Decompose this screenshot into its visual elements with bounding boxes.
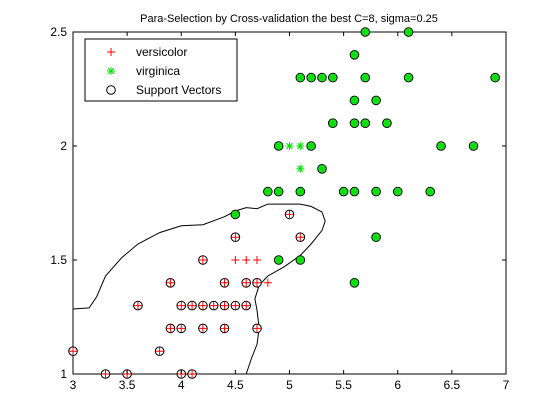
virginica-point [296, 73, 305, 82]
virginica-point [372, 233, 381, 242]
versicolor-point [231, 301, 240, 310]
versicolor-point [220, 278, 229, 287]
legend-marker-versicolor [107, 48, 115, 56]
virginica-point [372, 96, 381, 105]
y-tick-label: 1 [60, 367, 67, 381]
x-tick-label: 5 [286, 378, 293, 392]
versicolor-point [69, 347, 77, 356]
versicolor-point [242, 278, 251, 287]
versicolor-point [198, 256, 207, 264]
legend-marker-support-vectors [106, 85, 116, 95]
versicolor-point [166, 278, 175, 287]
x-tick-label: 7 [503, 378, 510, 392]
versicolor-point [253, 256, 262, 264]
virginica-point [350, 278, 359, 287]
legend-marker-virginica [107, 67, 115, 75]
virginica-point [274, 142, 283, 150]
virginica-point [491, 73, 500, 82]
legend-virginica-glyph [107, 67, 115, 75]
legend: versicolor virginica Support Vectors [84, 38, 238, 102]
virginica-point [263, 187, 272, 196]
virginica-point [350, 96, 359, 105]
virginica-point [274, 187, 283, 196]
virginica-point [350, 119, 359, 128]
virginica-point [231, 210, 240, 219]
virginica-point [296, 187, 305, 196]
versicolor-point [188, 370, 197, 378]
virginica-point [426, 187, 435, 196]
versicolor-point [155, 347, 164, 356]
versicolor-point [220, 324, 229, 333]
versicolor-point [177, 301, 186, 310]
virginica-point [296, 142, 305, 150]
versicolor-point [285, 210, 294, 219]
virginica-point [307, 142, 316, 150]
versicolor-point [166, 324, 175, 333]
versicolor-point [231, 233, 240, 242]
decision-boundary [72, 203, 326, 375]
virginica-point [317, 164, 326, 173]
versicolor-point [133, 301, 142, 310]
virginica-point [350, 50, 359, 59]
versicolor-point [101, 370, 110, 378]
chart-title: Para-Selection by Cross-validation the b… [140, 13, 438, 25]
versicolor-point [296, 233, 305, 242]
y-tick-label: 2 [60, 139, 67, 153]
virginica-point [404, 73, 413, 82]
versicolor-point [263, 278, 272, 287]
x-tick-label: 5.5 [335, 378, 352, 392]
x-tick-label: 6 [394, 378, 401, 392]
versicolor-point [253, 278, 262, 287]
virginica-point [404, 28, 413, 36]
versicolor-point [231, 256, 240, 264]
virginica-point [339, 187, 348, 196]
versicolor-point [198, 324, 207, 333]
legend-label-virginica: virginica [136, 64, 180, 78]
virginica-point [328, 119, 337, 128]
virginica-point [307, 73, 316, 82]
virginica-point [382, 119, 391, 128]
virginica-point [317, 73, 326, 82]
legend-label-support-vectors: Support Vectors [136, 83, 221, 97]
x-tick-label: 3.5 [119, 378, 136, 392]
virginica-point [361, 119, 370, 128]
virginica-point [361, 73, 370, 82]
y-tick-label: 1.5 [50, 253, 67, 267]
virginica-point [328, 73, 337, 82]
y-tick-label: 2.5 [50, 25, 67, 39]
virginica-point [469, 142, 478, 150]
virginica-point [296, 164, 305, 173]
versicolor-point [188, 301, 197, 310]
virginica-point [372, 187, 381, 196]
decision-boundary-layer [72, 203, 326, 375]
x-tick-label: 6.5 [444, 378, 461, 392]
versicolor-point [242, 301, 251, 310]
versicolor-point [242, 256, 251, 264]
legend-label-versicolor: versicolor [136, 45, 187, 59]
virginica-point [274, 256, 283, 264]
versicolor-point [253, 324, 262, 333]
versicolor-point [220, 301, 229, 310]
virginica-point [285, 142, 294, 150]
versicolor-point [198, 301, 207, 310]
virginica-point [350, 187, 359, 196]
x-tick-label: 4 [178, 378, 185, 392]
points-layer [68, 27, 500, 379]
versicolor-point [209, 301, 218, 310]
ticks-layer: 3 3.5 4 4.5 5 5.5 6 6.5 7 1 1.5 2 2.5 [50, 25, 509, 392]
virginica-point [361, 28, 370, 36]
virginica-point [296, 256, 305, 264]
legend-support-vector-glyph [106, 85, 116, 95]
virginica-point [437, 142, 446, 150]
virginica-point [393, 187, 402, 196]
legend-versicolor-glyph [107, 48, 115, 56]
versicolor-point [177, 324, 186, 333]
x-tick-label: 3 [70, 378, 77, 392]
x-tick-label: 4.5 [227, 378, 244, 392]
